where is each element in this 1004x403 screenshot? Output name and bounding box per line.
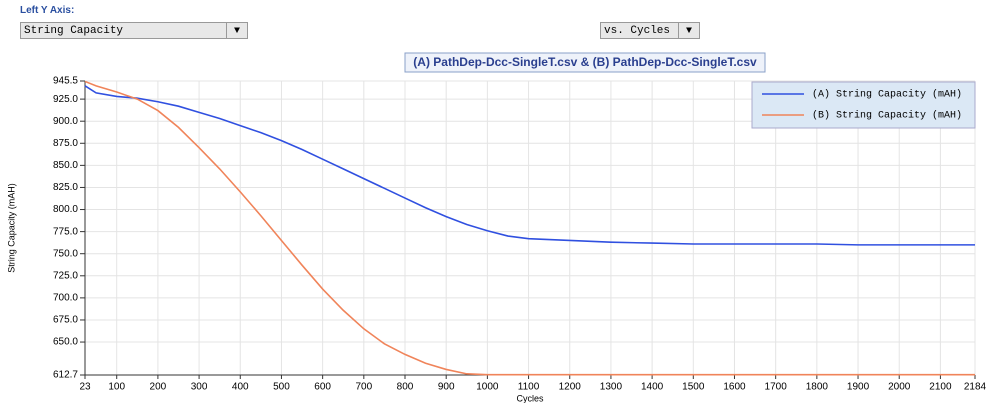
y-tick-label: 750.0 — [53, 248, 78, 259]
data-line — [84, 85, 975, 246]
y-tick-label: 945.5 — [53, 76, 78, 87]
x-tick-label: 1700 — [765, 382, 788, 393]
legend-box — [751, 81, 976, 129]
y-tick-label: 650.0 — [53, 337, 78, 348]
x-tick-label: 1100 — [518, 382, 540, 393]
legend-label: (B) String Capacity (mAH) — [812, 110, 962, 122]
x-axis-label: Cycles — [516, 393, 544, 403]
x-tick-label: 1900 — [847, 382, 870, 393]
x-tick-label: 23 — [79, 382, 91, 393]
y-tick-label: 900.0 — [53, 116, 78, 127]
data-line — [84, 80, 975, 376]
y-tick-label: 825.0 — [53, 182, 78, 193]
y-tick-label: 725.0 — [53, 270, 78, 281]
left-y-dropdown[interactable]: String Capacity ▼ — [20, 22, 248, 39]
x-tick-label: 1300 — [600, 382, 623, 393]
y-tick-label: 675.0 — [53, 315, 78, 326]
title-box — [404, 52, 766, 73]
left-y-label: Left Y Axis: — [20, 5, 75, 16]
x-tick-label: 600 — [314, 382, 331, 393]
x-tick-label: 1200 — [559, 382, 582, 393]
x-tick-label: 500 — [273, 382, 290, 393]
y-tick-label: 612.7 — [53, 370, 78, 381]
x-tick-label: 200 — [150, 382, 167, 393]
y-tick-label: 700.0 — [53, 293, 78, 304]
x-tick-label: 1000 — [476, 382, 499, 393]
x-tick-label: 2000 — [888, 382, 911, 393]
chart-title: (A) PathDep-Dcc-SingleT.csv & (B) PathDe… — [413, 55, 757, 69]
x-tick-label: 700 — [355, 382, 372, 393]
dropdown-value: vs. Cycles — [604, 25, 671, 37]
x-tick-label: 2184 — [964, 382, 987, 393]
x-tick-label: 900 — [438, 382, 455, 393]
y-tick-label: 850.0 — [53, 160, 78, 171]
x-tick-label: 400 — [232, 382, 249, 393]
x-tick-label: 100 — [108, 382, 125, 393]
x-tick-label: 1800 — [806, 382, 829, 393]
dropdown-value: String Capacity — [24, 25, 124, 37]
x-tick-label: 1600 — [723, 382, 746, 393]
y-tick-label: 875.0 — [53, 138, 78, 149]
x-dropdown[interactable]: vs. Cycles ▼ — [600, 22, 700, 39]
y-tick-label: 925.0 — [53, 94, 78, 105]
y-tick-label: 800.0 — [53, 204, 78, 215]
legend-label: (A) String Capacity (mAH) — [812, 89, 962, 101]
x-tick-label: 1500 — [682, 382, 705, 393]
y-axis-label: String Capacity (mAH) — [6, 183, 16, 273]
x-tick-label: 2100 — [929, 382, 952, 393]
dropdown-arrow[interactable]: ▼ — [226, 23, 247, 38]
y-tick-label: 775.0 — [53, 226, 78, 237]
x-tick-label: 1400 — [641, 382, 664, 393]
x-tick-label: 800 — [397, 382, 414, 393]
x-tick-label: 300 — [191, 382, 208, 393]
dropdown-arrow[interactable]: ▼ — [678, 23, 699, 38]
